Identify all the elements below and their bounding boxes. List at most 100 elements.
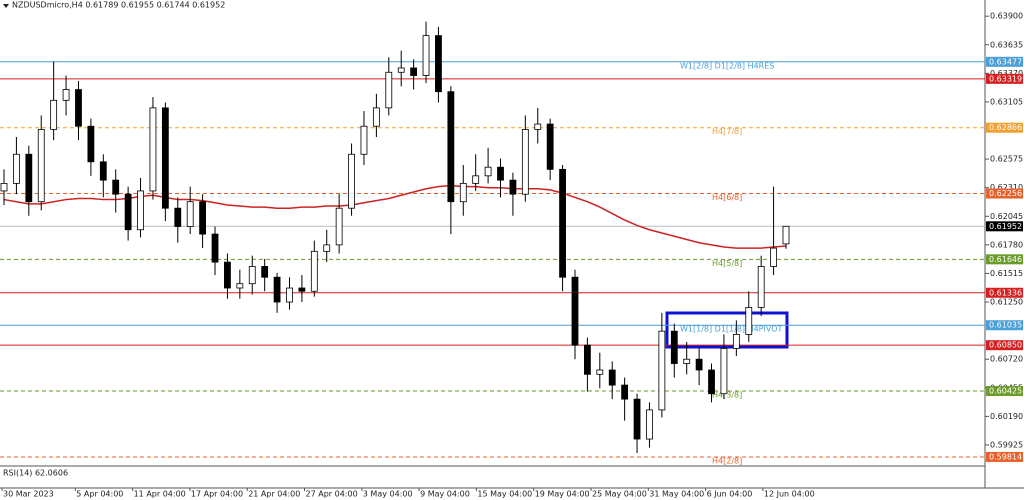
y-tick-label: 0.63370 <box>990 69 1023 78</box>
x-tick-label: 19 May 04:00 <box>535 490 590 499</box>
chart-title: NZDUSDmicro,H4 0.61789 0.61955 0.61744 0… <box>12 1 225 10</box>
candle-body <box>670 330 678 364</box>
candle-body <box>484 166 492 177</box>
candle-body <box>410 67 418 76</box>
x-tick-label: 11 Apr 04:00 <box>134 490 186 499</box>
candle-body <box>174 207 182 227</box>
level-name: W1[1/8] D1[1/8] H4PIVOT <box>680 325 782 334</box>
candle-body <box>695 358 703 371</box>
x-tick-label: 25 May 04:00 <box>592 490 647 499</box>
level-name: W1[2/8] D1[2/8] H4RES <box>680 61 774 70</box>
candle-body <box>621 384 629 400</box>
candle-body <box>509 179 517 195</box>
x-tick-label: 17 Apr 04:00 <box>191 490 243 499</box>
candle-body <box>497 166 504 181</box>
price-tag-label: 0.61035 <box>989 321 1022 330</box>
candle-body <box>583 344 591 375</box>
current-price-label: 0.61952 <box>989 222 1022 231</box>
level-name: H4[2/8] <box>712 456 742 465</box>
level-name: H4[6/8] <box>712 193 742 202</box>
candle-body <box>521 129 529 195</box>
price-tag <box>986 386 1023 397</box>
level-name: H4[7/8] <box>712 127 742 136</box>
x-tick-label: 5 Apr 04:00 <box>76 490 123 499</box>
candle-body <box>62 89 70 101</box>
candle-body <box>273 276 281 303</box>
price-tag <box>986 340 1023 351</box>
candle-body <box>37 129 45 203</box>
candle-body <box>211 233 219 263</box>
price-tag-label: 0.62256 <box>989 189 1022 198</box>
candle-body <box>75 89 82 127</box>
x-tick-label: 15 May 04:00 <box>477 490 532 499</box>
y-tick-label: 0.63105 <box>990 97 1023 106</box>
candle-body <box>13 153 20 184</box>
candle-body <box>335 207 343 246</box>
menu-arrow <box>3 4 9 8</box>
x-tick-label: 27 Apr 04:00 <box>306 490 358 499</box>
candle-body <box>0 182 8 192</box>
candle-body <box>261 266 269 278</box>
y-tick-label: 0.60720 <box>990 355 1023 364</box>
candle-body <box>559 168 566 278</box>
y-tick-label: 0.62310 <box>990 183 1023 192</box>
candle-body <box>608 369 616 386</box>
candle-body <box>372 107 380 127</box>
candle-body <box>385 71 393 109</box>
y-tick-label: 0.59925 <box>990 440 1023 449</box>
candle-body <box>720 348 728 395</box>
candle-body <box>596 369 604 375</box>
candle-body <box>124 193 132 231</box>
candle-body <box>571 276 579 346</box>
candle-body <box>224 261 231 289</box>
candle-body <box>534 123 542 130</box>
y-tick-label: 0.61780 <box>990 240 1023 249</box>
price-tag-label: 0.60850 <box>989 341 1022 350</box>
price-tag <box>986 122 1023 133</box>
y-tick-label: 0.61515 <box>990 269 1023 278</box>
candle-body <box>186 201 194 227</box>
x-tick-label: 12 Jun 04:00 <box>764 490 815 499</box>
price-tag <box>986 221 1023 232</box>
candle-body <box>745 307 753 335</box>
price-tag <box>986 188 1023 199</box>
moving-average <box>3 184 787 249</box>
candle-body <box>161 107 169 209</box>
candle-body <box>646 409 653 440</box>
candle-body <box>633 398 641 440</box>
candle-body <box>99 161 107 181</box>
candle-body <box>112 179 120 195</box>
candle-body <box>236 283 244 289</box>
annotation-box <box>665 311 789 349</box>
candle-body <box>546 123 554 170</box>
candle-body <box>298 287 306 292</box>
level-name: H4[3/8] <box>712 391 742 400</box>
candle-body <box>770 247 777 267</box>
price-tag <box>986 56 1023 67</box>
price-tag <box>986 254 1023 265</box>
candle-body <box>87 125 95 163</box>
candle-body <box>447 91 455 203</box>
candle-body <box>50 99 58 130</box>
candle-body <box>757 266 765 308</box>
price-tag-label: 0.60425 <box>989 387 1022 396</box>
candle-body <box>137 190 144 231</box>
candle-body <box>658 330 666 411</box>
y-tick-label: 0.61250 <box>990 298 1023 307</box>
x-tick-label: 9 May 04:00 <box>420 490 470 499</box>
price-tag <box>986 451 1023 462</box>
x-tick-label: 21 Apr 04:00 <box>248 490 300 499</box>
candle-body <box>323 244 331 252</box>
y-tick-label: 0.62045 <box>990 212 1023 221</box>
candle-body <box>286 287 293 303</box>
candle-body <box>149 107 157 192</box>
y-tick-label: 0.63635 <box>990 40 1023 49</box>
price-tag <box>986 287 1023 298</box>
rsi-label: RSI(14) 62.0606 <box>3 469 68 478</box>
x-tick-label: 31 May 04:00 <box>649 490 704 499</box>
price-tag-label: 0.61646 <box>989 255 1022 264</box>
candle-body <box>397 67 405 73</box>
y-tick-label: 0.63900 <box>990 12 1023 21</box>
